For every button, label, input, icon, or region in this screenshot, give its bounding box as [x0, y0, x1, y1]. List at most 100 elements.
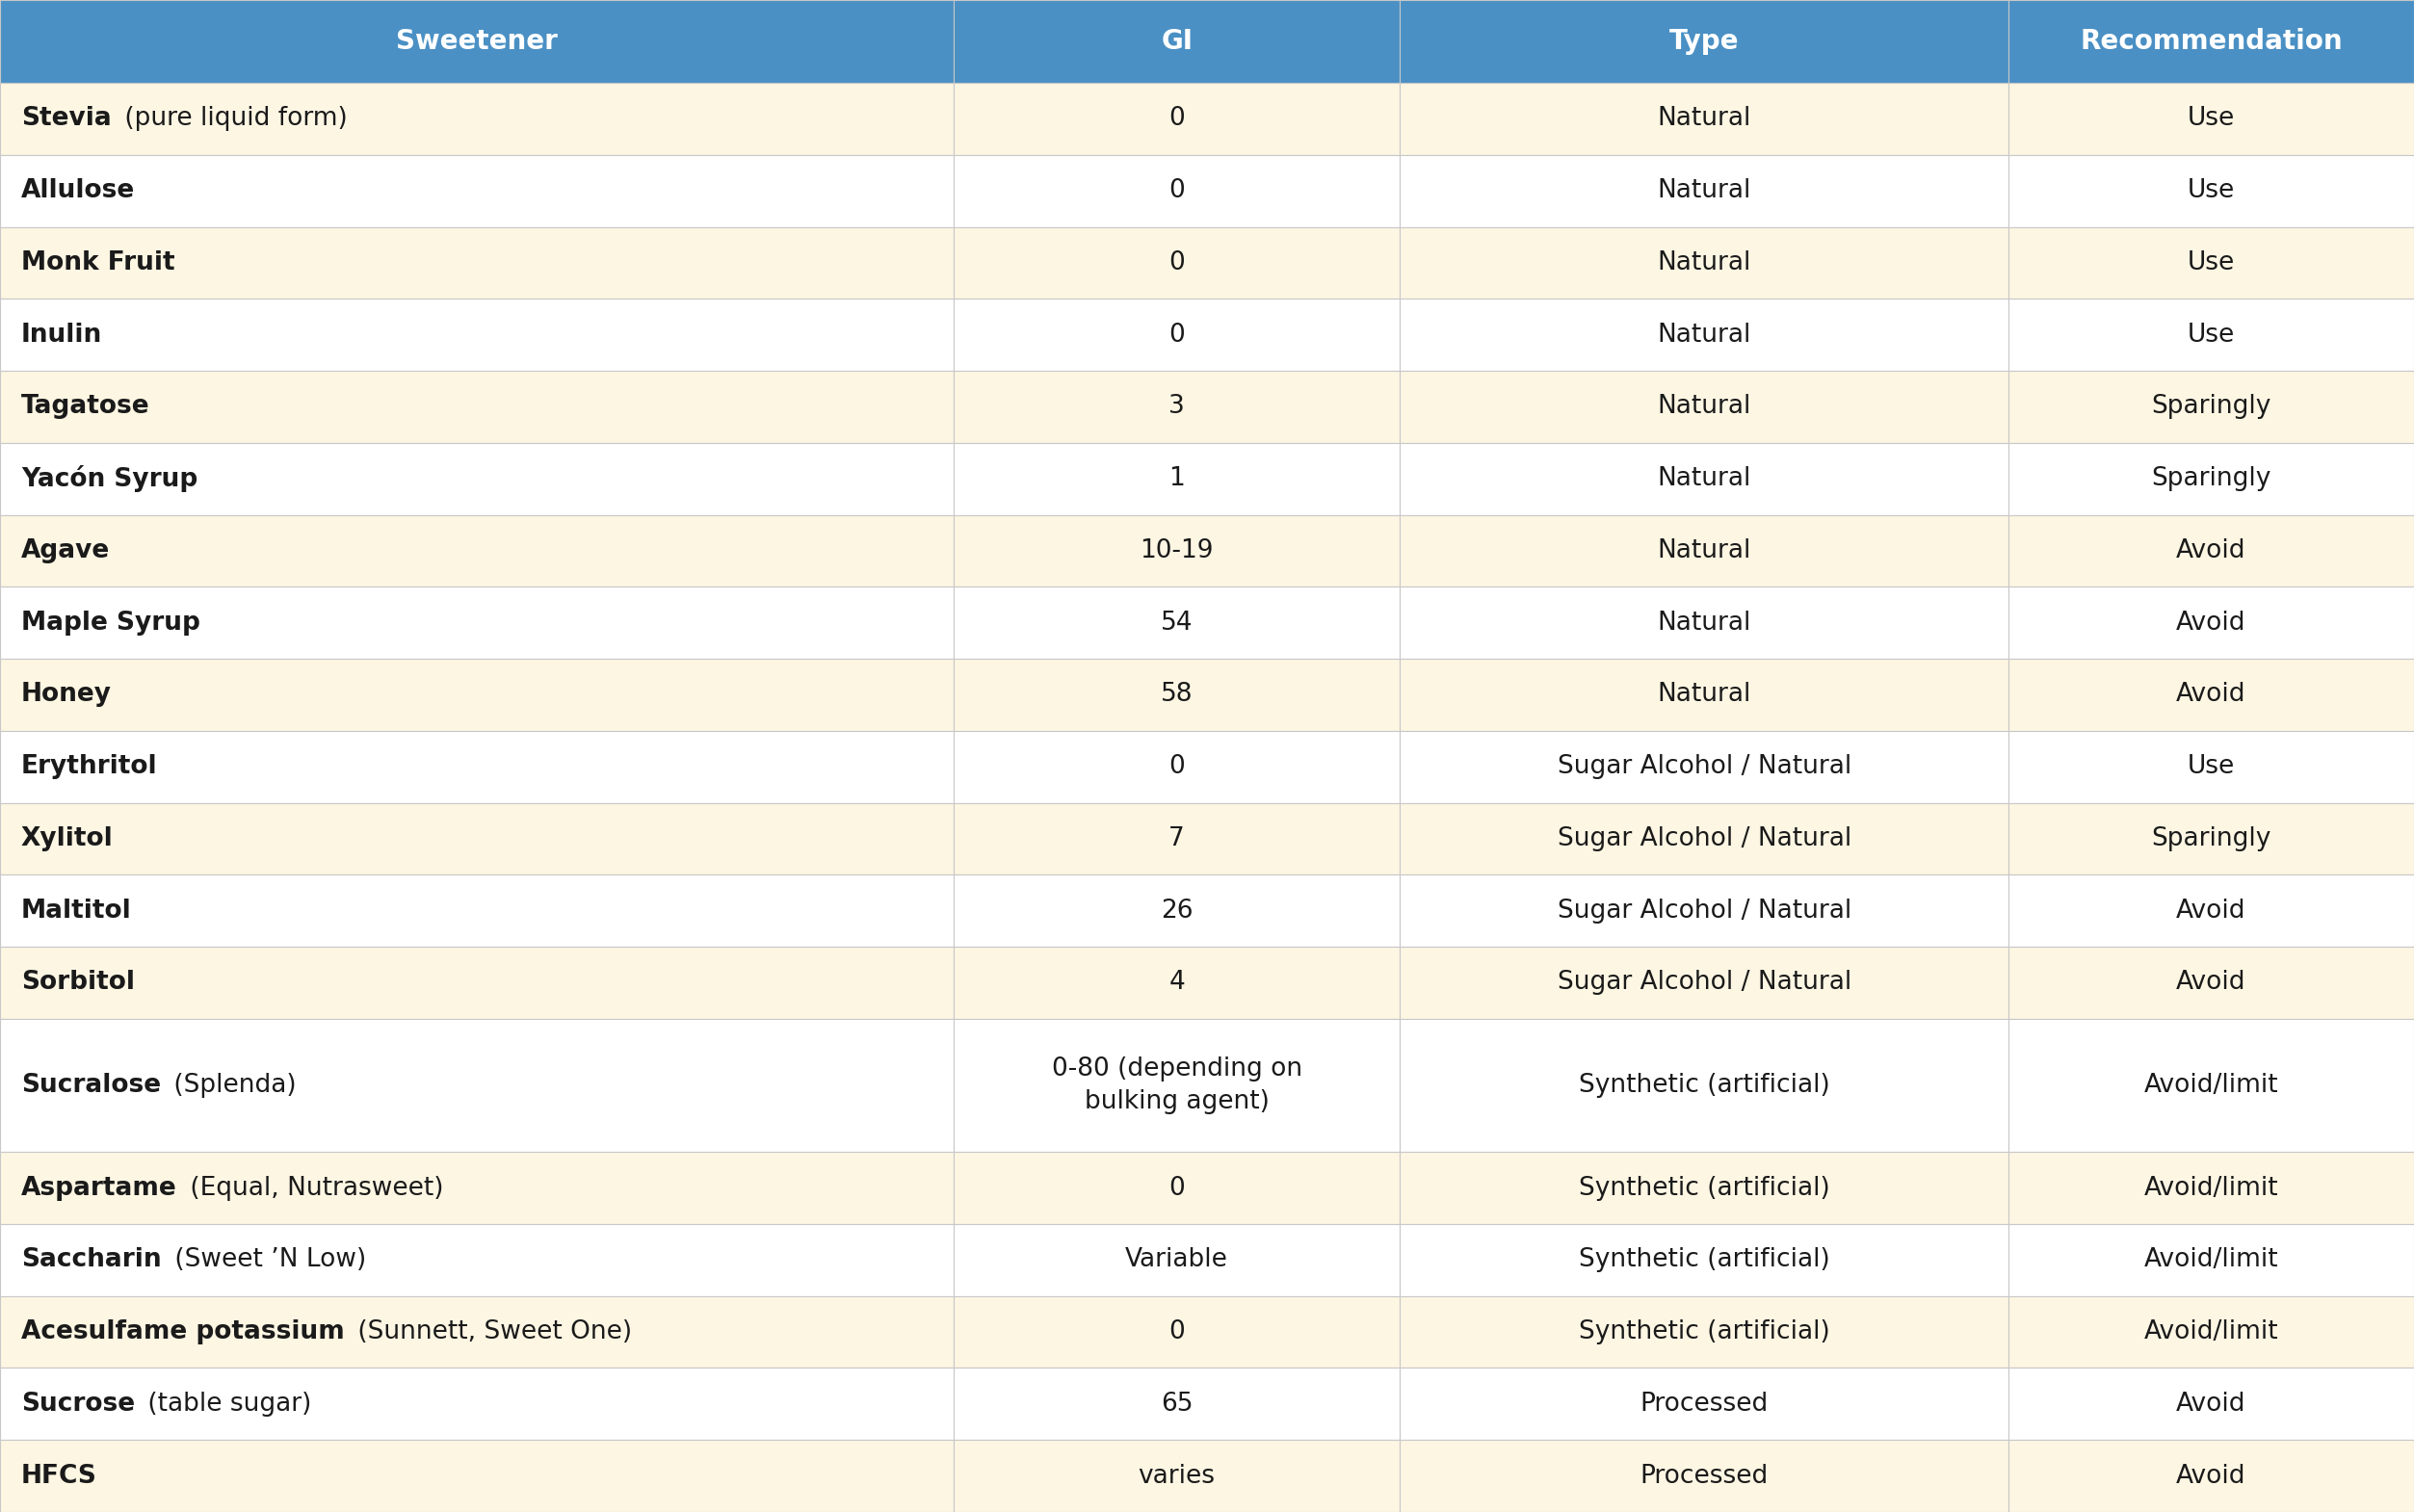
- Text: 0: 0: [1168, 322, 1185, 348]
- Text: Sparingly: Sparingly: [2151, 466, 2272, 491]
- Bar: [2008, 0, 2414, 83]
- Bar: [0, 0, 954, 83]
- Text: Sucrose: Sucrose: [22, 1391, 135, 1417]
- Text: Maple Syrup: Maple Syrup: [22, 611, 200, 635]
- Text: Recommendation: Recommendation: [2081, 27, 2342, 54]
- Text: 0: 0: [1168, 178, 1185, 203]
- Text: Sparingly: Sparingly: [2151, 826, 2272, 851]
- Text: Yacón Syrup: Yacón Syrup: [22, 466, 198, 493]
- Bar: [1400, 1019, 2008, 1152]
- Bar: [0, 514, 954, 587]
- Text: (Sunnett, Sweet One): (Sunnett, Sweet One): [350, 1320, 632, 1344]
- Text: Stevia: Stevia: [22, 106, 111, 132]
- Bar: [954, 514, 1400, 587]
- Bar: [1400, 299, 2008, 370]
- Text: Natural: Natural: [1658, 106, 1750, 132]
- Text: Sorbitol: Sorbitol: [22, 971, 135, 995]
- Text: 54: 54: [1161, 611, 1193, 635]
- Text: Use: Use: [2187, 106, 2235, 132]
- Text: Sugar Alcohol / Natural: Sugar Alcohol / Natural: [1557, 971, 1852, 995]
- Bar: [0, 803, 954, 875]
- Bar: [2008, 947, 2414, 1019]
- Bar: [1400, 514, 2008, 587]
- Bar: [2008, 587, 2414, 659]
- Bar: [954, 1296, 1400, 1368]
- Text: Maltitol: Maltitol: [22, 898, 133, 924]
- Text: 4: 4: [1168, 971, 1185, 995]
- Text: (Equal, Nutrasweet): (Equal, Nutrasweet): [181, 1175, 444, 1201]
- Text: Avoid/limit: Avoid/limit: [2144, 1247, 2279, 1273]
- Bar: [954, 730, 1400, 803]
- Bar: [954, 875, 1400, 947]
- Bar: [1400, 83, 2008, 154]
- Text: Aspartame: Aspartame: [22, 1175, 176, 1201]
- Bar: [2008, 875, 2414, 947]
- Text: Natural: Natural: [1658, 178, 1750, 203]
- Text: 7: 7: [1168, 826, 1185, 851]
- Text: Use: Use: [2187, 178, 2235, 203]
- Text: Avoid/limit: Avoid/limit: [2144, 1074, 2279, 1098]
- Bar: [2008, 1439, 2414, 1512]
- Text: 65: 65: [1161, 1391, 1193, 1417]
- Text: Avoid: Avoid: [2177, 538, 2245, 564]
- Bar: [0, 875, 954, 947]
- Bar: [0, 443, 954, 514]
- Bar: [1400, 370, 2008, 443]
- Text: Monk Fruit: Monk Fruit: [22, 251, 174, 275]
- Text: Allulose: Allulose: [22, 178, 135, 203]
- Bar: [1400, 587, 2008, 659]
- Text: Sparingly: Sparingly: [2151, 395, 2272, 419]
- Bar: [2008, 730, 2414, 803]
- Text: Sugar Alcohol / Natural: Sugar Alcohol / Natural: [1557, 826, 1852, 851]
- Text: Avoid/limit: Avoid/limit: [2144, 1320, 2279, 1344]
- Text: Synthetic (artificial): Synthetic (artificial): [1579, 1320, 1830, 1344]
- Bar: [0, 299, 954, 370]
- Text: Sugar Alcohol / Natural: Sugar Alcohol / Natural: [1557, 754, 1852, 779]
- Text: 0: 0: [1168, 251, 1185, 275]
- Text: Avoid: Avoid: [2177, 1464, 2245, 1488]
- Bar: [1400, 1368, 2008, 1439]
- Text: (pure liquid form): (pure liquid form): [116, 106, 348, 132]
- Bar: [954, 227, 1400, 299]
- Bar: [2008, 443, 2414, 514]
- Text: Saccharin: Saccharin: [22, 1247, 162, 1273]
- Text: Avoid: Avoid: [2177, 611, 2245, 635]
- Bar: [2008, 83, 2414, 154]
- Text: Inulin: Inulin: [22, 322, 101, 348]
- Text: Natural: Natural: [1658, 251, 1750, 275]
- Bar: [0, 154, 954, 227]
- Bar: [954, 443, 1400, 514]
- Bar: [954, 1439, 1400, 1512]
- Bar: [0, 1368, 954, 1439]
- Bar: [1400, 1225, 2008, 1296]
- Bar: [1400, 443, 2008, 514]
- Bar: [0, 947, 954, 1019]
- Bar: [1400, 1296, 2008, 1368]
- Text: Tagatose: Tagatose: [22, 395, 150, 419]
- Text: Sucralose: Sucralose: [22, 1074, 162, 1098]
- Bar: [954, 299, 1400, 370]
- Bar: [954, 154, 1400, 227]
- Bar: [0, 1439, 954, 1512]
- Text: Natural: Natural: [1658, 538, 1750, 564]
- Bar: [954, 83, 1400, 154]
- Text: Type: Type: [1670, 27, 1738, 54]
- Bar: [0, 83, 954, 154]
- Text: (Splenda): (Splenda): [167, 1074, 297, 1098]
- Bar: [0, 730, 954, 803]
- Bar: [2008, 299, 2414, 370]
- Text: Avoid: Avoid: [2177, 898, 2245, 924]
- Text: Erythritol: Erythritol: [22, 754, 157, 779]
- Text: 0: 0: [1168, 106, 1185, 132]
- Text: varies: varies: [1139, 1464, 1214, 1488]
- Bar: [2008, 659, 2414, 730]
- Text: 26: 26: [1161, 898, 1193, 924]
- Text: Avoid: Avoid: [2177, 971, 2245, 995]
- Bar: [2008, 1225, 2414, 1296]
- Text: Agave: Agave: [22, 538, 111, 564]
- Text: Sugar Alcohol / Natural: Sugar Alcohol / Natural: [1557, 898, 1852, 924]
- Text: Sweetener: Sweetener: [396, 27, 558, 54]
- Bar: [954, 1225, 1400, 1296]
- Text: Avoid: Avoid: [2177, 1391, 2245, 1417]
- Text: Use: Use: [2187, 322, 2235, 348]
